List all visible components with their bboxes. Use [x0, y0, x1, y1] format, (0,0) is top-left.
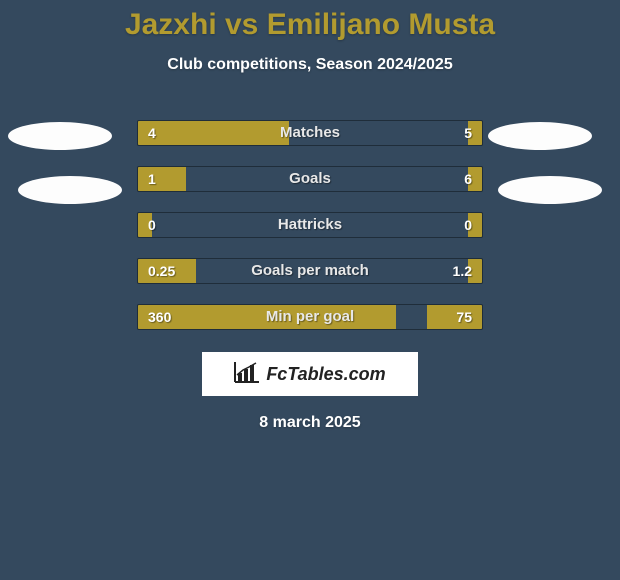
fctables-logo-text: FcTables.com — [266, 364, 385, 385]
stat-row: 1 6 Goals — [0, 156, 620, 202]
stat-right-value: 75 — [456, 304, 472, 330]
stat-row: 0 0 Hattricks — [0, 202, 620, 248]
stat-right-value: 0 — [464, 212, 472, 238]
stat-left-value: 360 — [148, 304, 171, 330]
stat-left-value: 4 — [148, 120, 156, 146]
bar-track — [137, 166, 483, 192]
stat-row: 4 5 Matches — [0, 110, 620, 156]
stat-left-value: 1 — [148, 166, 156, 192]
bar-left — [138, 121, 289, 145]
bar-right — [427, 305, 482, 329]
stat-left-value: 0 — [148, 212, 156, 238]
stat-right-value: 6 — [464, 166, 472, 192]
subtitle: Club competitions, Season 2024/2025 — [0, 56, 620, 74]
date-label: 8 march 2025 — [0, 414, 620, 432]
bar-track — [137, 258, 483, 284]
bar-left — [138, 167, 186, 191]
fctables-logo: FcTables.com — [202, 352, 418, 396]
bar-left — [138, 305, 396, 329]
stats-container: 4 5 Matches 1 6 Goals 0 0 Hattricks 0.25… — [0, 110, 620, 340]
stat-row: 0.25 1.2 Goals per match — [0, 248, 620, 294]
stat-right-value: 1.2 — [453, 258, 472, 284]
stat-left-value: 0.25 — [148, 258, 175, 284]
bar-track — [137, 304, 483, 330]
stat-row: 360 75 Min per goal — [0, 294, 620, 340]
stat-right-value: 5 — [464, 120, 472, 146]
bar-track — [137, 120, 483, 146]
bar-track — [137, 212, 483, 238]
page-title: Jazxhi vs Emilijano Musta — [0, 0, 620, 42]
bar-chart-icon — [234, 361, 260, 388]
